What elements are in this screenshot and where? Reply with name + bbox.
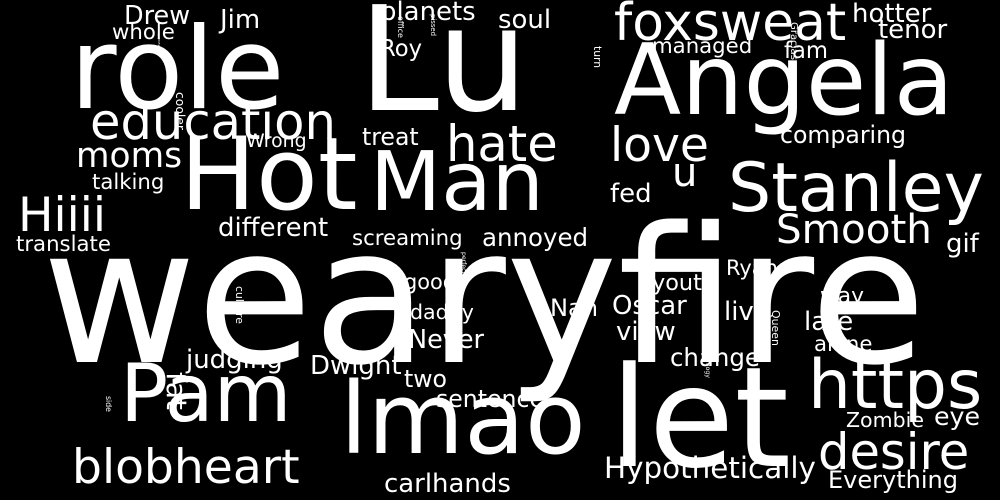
word-everything: Everything (828, 466, 959, 495)
word-queen: Queen (769, 310, 782, 346)
word-never: Never (408, 324, 485, 355)
word-different: different (218, 212, 329, 243)
word-https: https (808, 344, 983, 424)
word-live: live (724, 296, 770, 327)
word-hot: Hot (180, 114, 358, 233)
word-ryan: Ryan (726, 256, 778, 281)
word-turn: turn (591, 46, 604, 69)
word-youtu: youtu (652, 270, 717, 297)
word-fat: fat (160, 372, 193, 410)
word-hotter: hotter (852, 0, 932, 29)
word-gif: gif (946, 228, 979, 259)
word-foxsweat: foxsweat (614, 0, 847, 53)
word-way: way (820, 284, 865, 310)
word-culture: culture (233, 286, 246, 324)
word-roy: Roy (380, 36, 423, 63)
word-moms: moms (76, 136, 183, 177)
word-perfect: perfect (460, 252, 467, 274)
word-cooler: cooler (173, 92, 187, 130)
word-fam: fam (784, 38, 828, 65)
word-treat: treat (362, 123, 419, 152)
word-angela: Angela (614, 24, 954, 139)
word-wearyfire: wearyfire (42, 186, 927, 407)
word-oscar: Oscar (612, 290, 687, 321)
word-translate: translate (16, 232, 111, 258)
word-screaming: screaming (352, 226, 463, 252)
word-eye: eye (934, 401, 981, 431)
word-role: role (70, 2, 285, 135)
word-trilogy: trilogy (704, 358, 711, 378)
word-smooth: Smooth (776, 204, 932, 253)
word-nah: Nah (550, 294, 599, 323)
word-pam: Pam (120, 346, 292, 440)
word-hypothetically: Hypothetically (604, 450, 816, 485)
word-annoyed: annoyed (482, 223, 589, 253)
word-lu: Lu (358, 0, 529, 146)
word-education: education (90, 93, 336, 152)
word-alone: alone (814, 332, 873, 358)
word-late: late (804, 306, 854, 337)
word-good: good (404, 270, 457, 295)
word-view: view (616, 316, 676, 347)
word-pissed: pissed (429, 14, 437, 36)
word-talking: talking (92, 170, 165, 196)
word-comparing: comparing (780, 121, 907, 150)
word-desire: desire (818, 423, 970, 482)
word-zombie: Zombie (846, 408, 924, 433)
word-whole: whole (112, 20, 175, 46)
word-sentence: sentence (436, 385, 544, 414)
word-carlhands: carlhands (384, 468, 511, 499)
word-fed: fed (610, 178, 652, 209)
word-love: love (610, 118, 709, 174)
word-tenor: tenor (878, 14, 948, 45)
word-hiiii: Hiiii (18, 188, 106, 244)
word-planets: planets (380, 0, 476, 27)
word-lmao: lmao (340, 362, 586, 478)
word-dwight: Dwight (310, 350, 402, 381)
word-ugwj: ugwj8452Ucs (157, 32, 161, 52)
word-two: two (404, 365, 447, 394)
word-side: side (104, 396, 113, 412)
word-u: u (672, 149, 698, 196)
word-blobheart: blobheart (72, 440, 300, 496)
word-man: Man (370, 134, 544, 231)
word-managed: managed (652, 34, 753, 60)
word-soul: soul (498, 4, 552, 35)
word-office: office (396, 16, 405, 38)
word-drew: Drew (124, 0, 191, 31)
word-change: change (670, 343, 760, 373)
word-daddy: daddy (410, 300, 474, 325)
word-stanley: Stanley (728, 148, 984, 228)
word-hate: hate (446, 115, 558, 174)
word-wrong: Wrong (246, 130, 307, 153)
word-judging: judging (186, 344, 283, 375)
word-jim: Jim (220, 4, 261, 35)
word-let: let (610, 336, 789, 499)
